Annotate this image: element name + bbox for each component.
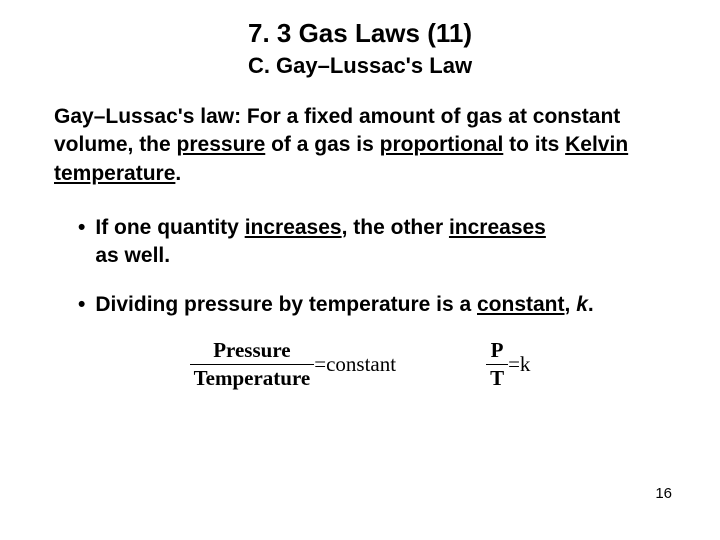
b2-text: . [588, 293, 594, 316]
section-title: 7. 3 Gas Laws (11) [0, 18, 720, 49]
definition-paragraph: Gay–Lussac's law: For a fixed amount of … [0, 103, 720, 188]
page-number: 16 [655, 485, 672, 502]
bullet-item-2: • Dividing pressure by temperature is a … [78, 291, 660, 319]
def-text: to its [503, 133, 565, 156]
fraction-numerator: Pressure [209, 339, 294, 364]
bullet-text: Dividing pressure by temperature is a co… [95, 291, 660, 319]
fraction-denominator: T [486, 364, 508, 390]
b2-text: Dividing pressure by temperature is a [95, 293, 477, 316]
formula-rhs: constant [326, 352, 396, 377]
b2-underline-constant: constant [477, 293, 565, 316]
b2-italic-k: k [576, 293, 588, 316]
b1-text: , the other [342, 216, 449, 239]
fraction-numerator: P [487, 339, 508, 364]
bullet-text: If one quantity increases, the other inc… [95, 214, 660, 271]
bullet-dot-icon: • [78, 214, 85, 271]
equals-sign: = [508, 352, 520, 377]
def-text: . [175, 162, 181, 185]
def-text: of a gas is [265, 133, 379, 156]
formula-pressure-temperature: Pressure Temperature = constant [190, 339, 396, 390]
bullet-item-1: • If one quantity increases, the other i… [78, 214, 660, 271]
formula-p-t: P T = k [486, 339, 530, 390]
formula-row: Pressure Temperature = constant P T = k [0, 339, 720, 390]
formula-rhs: k [520, 352, 531, 377]
fraction: P T [486, 339, 508, 390]
bullet-list: • If one quantity increases, the other i… [0, 214, 720, 319]
b1-text: as well. [95, 242, 660, 270]
b1-underline-increases: increases [245, 216, 342, 239]
fraction-denominator: Temperature [190, 364, 315, 390]
equals-sign: = [314, 352, 326, 377]
section-subtitle: C. Gay–Lussac's Law [0, 53, 720, 79]
def-underline-pressure: pressure [177, 133, 266, 156]
fraction: Pressure Temperature [190, 339, 315, 390]
b1-underline-increases2: increases [449, 216, 546, 239]
b1-text: If one quantity [95, 216, 244, 239]
b2-text: , [565, 293, 577, 316]
def-underline-proportional: proportional [380, 133, 504, 156]
bullet-dot-icon: • [78, 291, 85, 319]
